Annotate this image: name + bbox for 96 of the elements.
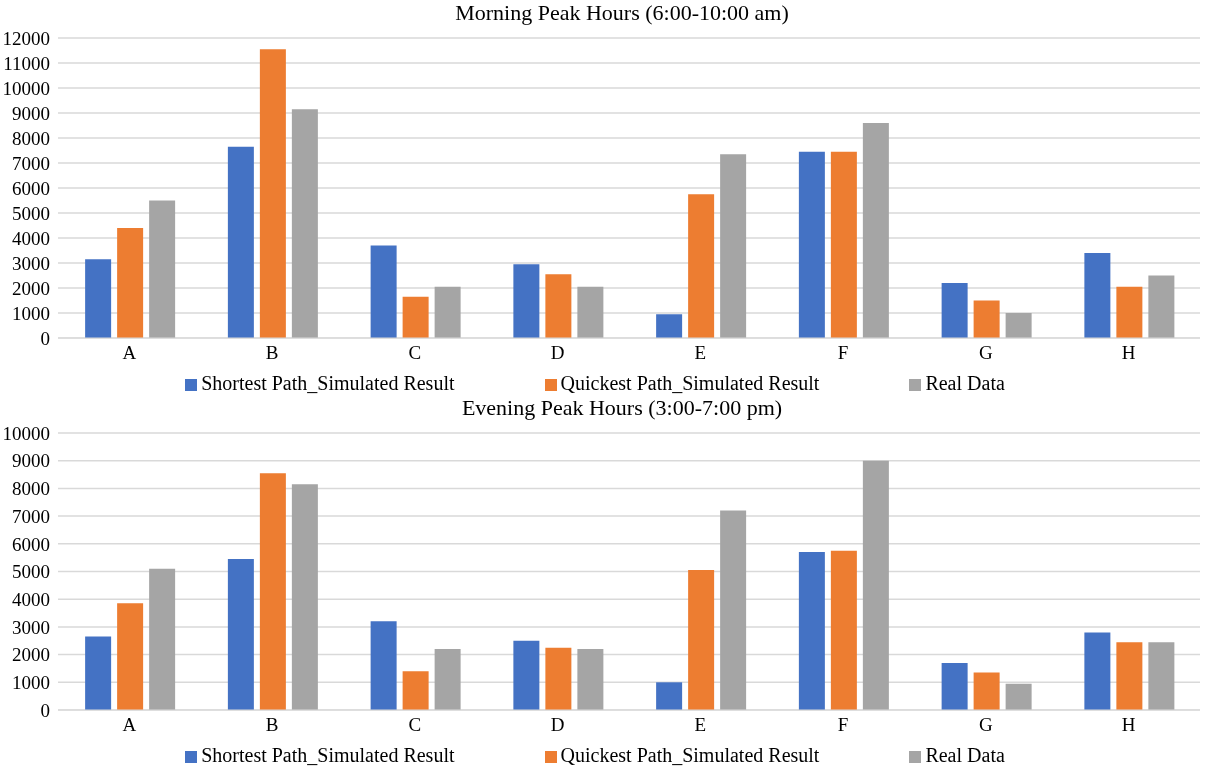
bar (291, 109, 318, 338)
bar (830, 151, 857, 338)
bar (545, 274, 572, 338)
bar (830, 550, 857, 710)
bar (513, 264, 540, 338)
bar (545, 647, 572, 710)
y-tick-label: 12000 (2, 27, 50, 49)
bar (1005, 313, 1032, 338)
x-tick-label: H (1121, 342, 1136, 364)
legend-label: Real Data (925, 744, 1005, 766)
bar (227, 559, 254, 710)
y-tick-label: 11000 (3, 52, 50, 74)
y-tick-label: 10000 (2, 77, 50, 99)
y-tick-label: 9000 (12, 102, 50, 124)
bar (720, 510, 747, 710)
x-tick-label: F (837, 714, 849, 736)
y-tick-label: 0 (40, 699, 50, 721)
y-tick-label: 8000 (12, 478, 50, 500)
y-tick-label: 5000 (12, 202, 50, 224)
bar (577, 286, 604, 338)
bar (434, 286, 461, 338)
x-tick-label: B (265, 714, 279, 736)
bar (688, 194, 715, 338)
bar (513, 640, 540, 710)
bar (798, 552, 825, 710)
x-tick-label: A (122, 714, 137, 736)
x-tick-label: H (1121, 714, 1136, 736)
x-tick-label: B (265, 342, 279, 364)
x-tick-label: G (979, 714, 994, 736)
y-tick-label: 0 (40, 327, 50, 349)
bar (577, 649, 604, 710)
bar (1084, 632, 1111, 710)
bar (688, 570, 715, 710)
bar (1148, 642, 1175, 710)
bar (227, 146, 254, 338)
bar (370, 621, 397, 710)
x-tick-label: E (694, 714, 707, 736)
y-tick-label: 2000 (12, 644, 50, 666)
chart-title: Morning Peak Hours (6:00-10:00 am) (454, 0, 790, 26)
bar (370, 245, 397, 338)
bar (1116, 286, 1143, 338)
bar (259, 49, 286, 338)
x-tick-label: C (408, 714, 422, 736)
bar (149, 200, 176, 338)
bar (973, 300, 1000, 338)
y-tick-label: 1000 (12, 672, 50, 694)
bar (402, 671, 429, 710)
bar (1084, 253, 1111, 338)
y-tick-label: 7000 (12, 505, 50, 527)
bar (434, 649, 461, 710)
bar (149, 568, 176, 710)
bar (1005, 683, 1032, 710)
y-tick-label: 1000 (12, 302, 50, 324)
x-tick-label: F (837, 342, 849, 364)
x-tick-label: D (550, 342, 565, 364)
bar (85, 259, 112, 338)
bar (862, 123, 889, 338)
y-tick-label: 6000 (12, 177, 50, 199)
bar (85, 636, 112, 710)
y-tick-label: 4000 (12, 227, 50, 249)
x-tick-label: A (122, 342, 137, 364)
bar (259, 473, 286, 710)
legend-label: Quickest Path_Simulated Result (560, 372, 820, 394)
legend-label: Real Data (925, 372, 1005, 394)
y-tick-label: 6000 (12, 533, 50, 555)
x-tick-label: E (694, 342, 707, 364)
y-tick-label: 3000 (12, 616, 50, 638)
bar (973, 672, 1000, 710)
y-tick-label: 5000 (12, 561, 50, 583)
legend-label: Shortest Path_Simulated Result (201, 744, 455, 766)
bar (117, 228, 144, 338)
legend-label: Quickest Path_Simulated Result (560, 744, 820, 766)
bar (941, 662, 968, 710)
y-tick-label: 4000 (12, 588, 50, 610)
y-tick-label: 7000 (12, 152, 50, 174)
bar (941, 283, 968, 338)
x-tick-label: D (550, 714, 565, 736)
bar (798, 151, 825, 338)
bar (291, 484, 318, 710)
legend-label: Shortest Path_Simulated Result (201, 372, 455, 394)
y-tick-label: 10000 (2, 422, 50, 444)
bar (1116, 642, 1143, 710)
bar (117, 603, 144, 710)
x-tick-label: C (408, 342, 422, 364)
bar (862, 460, 889, 710)
bar (656, 314, 683, 338)
bar (656, 682, 683, 710)
bar (402, 296, 429, 338)
x-tick-label: G (979, 342, 994, 364)
chart-title: Evening Peak Hours (3:00-7:00 pm) (460, 395, 784, 421)
y-tick-label: 8000 (12, 127, 50, 149)
y-tick-label: 3000 (12, 252, 50, 274)
y-tick-label: 2000 (12, 277, 50, 299)
bar (720, 154, 747, 338)
y-tick-label: 9000 (12, 450, 50, 472)
bar (1148, 275, 1175, 338)
